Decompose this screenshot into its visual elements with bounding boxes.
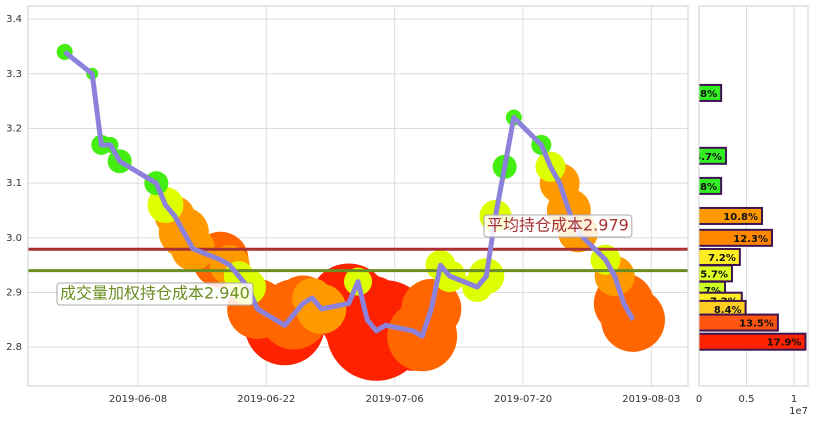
bar-label: 12.3% xyxy=(733,234,768,245)
x-tick-label: 2019-07-06 xyxy=(366,394,424,405)
y-tick-label: 3.4 xyxy=(6,14,22,25)
bar-label: 13.5% xyxy=(739,319,774,330)
annotation-box xyxy=(483,214,633,238)
y-tick-label: 3.3 xyxy=(6,69,22,80)
price-line xyxy=(63,49,636,339)
plot-frame xyxy=(27,5,689,387)
bar xyxy=(699,332,807,351)
annotation-box xyxy=(56,282,254,306)
x-tick-label: 2019-06-22 xyxy=(237,394,295,405)
bar-label: 4.7% xyxy=(694,152,722,163)
annotation: 平均持仓成本2.979 xyxy=(487,216,629,235)
bar xyxy=(699,176,723,195)
annotation: 成交量加权持仓成本2.940 xyxy=(60,284,250,303)
main-plot: 平均持仓成本2.979 成交量加权持仓成本2.940 xyxy=(28,6,688,386)
y-tick-label: 2.8 xyxy=(6,342,22,353)
bar-label: 8.4% xyxy=(714,305,742,316)
x-tick-label: 2019-08-03 xyxy=(622,394,680,405)
bar-label: 17.9% xyxy=(767,338,802,349)
bar xyxy=(699,83,723,102)
plot-frame xyxy=(698,5,809,387)
side-plot: 3.8%4.7%3.8%10.8%12.3%7.2%5.7%4.7%7.2%8.… xyxy=(689,6,808,386)
bar xyxy=(699,313,779,332)
bar-label: 5.7% xyxy=(700,269,728,280)
x-tick-label: 2019-07-20 xyxy=(494,394,552,405)
y-tick-label: 3.2 xyxy=(6,123,22,134)
bar-label: 4.7% xyxy=(693,286,721,297)
y-tick-label: 2.9 xyxy=(6,288,22,299)
bar-label: 10.8% xyxy=(723,212,758,223)
y-tick-label: 3.0 xyxy=(6,233,22,244)
x-tick-label: 0 xyxy=(696,394,702,405)
y-tick-label: 3.1 xyxy=(6,178,22,189)
bar xyxy=(699,206,764,225)
x-tick-label: 1 xyxy=(791,394,797,405)
bar-label: 7.2% xyxy=(708,253,736,264)
axes: 2.8 2.9 3.0 3.1 3.2 3.3 3.4 2019-06-08 2019-06-2… xyxy=(6,5,809,417)
bar xyxy=(699,146,727,165)
bar xyxy=(699,228,773,247)
x-tick-label: 0.5 xyxy=(739,394,755,405)
bar-label: 3.8% xyxy=(689,182,717,193)
offset-label: 1e7 xyxy=(789,406,808,417)
bar-label: 3.8% xyxy=(689,89,717,100)
x-tick-label: 2019-06-08 xyxy=(109,394,167,405)
